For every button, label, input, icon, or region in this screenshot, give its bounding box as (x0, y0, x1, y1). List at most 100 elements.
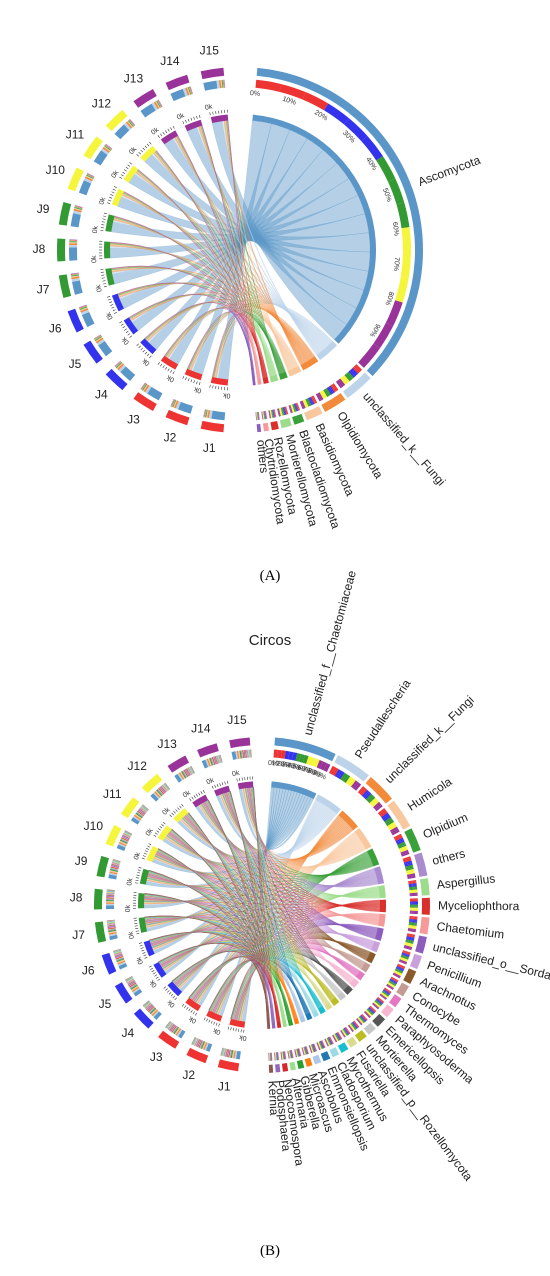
taxon-band-unclassified-k-fungi-j8 (367, 795, 374, 802)
axis-tick-label: 0k (222, 391, 230, 399)
sample-band-j11-podosphaera (142, 804, 149, 810)
taxon-band-myceliophthora-j6 (409, 903, 418, 905)
sample-band-j14-arachnotus (214, 756, 218, 764)
taxon-band-chaetomium-j2 (409, 916, 418, 919)
sample-band-j5-basidiomycota (95, 336, 103, 342)
taxon-band-rozellomycota-j8 (271, 409, 274, 418)
sample-band-j3-emericellopsis (167, 1022, 173, 1030)
sample-tick (109, 196, 113, 199)
sample-band-j7-fusariella (107, 921, 116, 924)
sample-band-j5-others (93, 334, 101, 339)
taxon-band-gibberella-j4 (297, 1048, 301, 1057)
taxon-band-emmonsiellopsis-j11 (317, 1041, 322, 1050)
sample-band-j12-mycothermus (163, 783, 169, 791)
taxon-band-mortierellomycota-j13 (278, 408, 281, 417)
taxon-band-conocybe-j13 (386, 983, 395, 989)
taxon-band-arachnotus-j6 (395, 967, 404, 972)
sample-band-j8-unclassified-k-fungi (69, 244, 78, 248)
sample-band-j12-arachnotus (160, 786, 167, 793)
taxon-band-alternaria-j14 (287, 1050, 290, 1059)
sample-tick (182, 121, 185, 125)
taxon-band-penicillium-j9 (400, 956, 409, 960)
taxon-band-kernia-j10 (269, 1052, 271, 1061)
sample-band-j7-blastocladiomycota (70, 274, 79, 277)
taxon-band-podosphaera-j1 (277, 1052, 280, 1061)
taxon-band-conocybe-j5 (389, 979, 398, 984)
ribbons (143, 787, 381, 1024)
taxon-band-ascomycota-j4 (324, 103, 350, 125)
sample-outer-arc-j14 (165, 74, 190, 91)
sample-band-j2-ascomycota (177, 401, 193, 414)
sample-label-j3: J3 (150, 1050, 163, 1064)
sample-tick (137, 872, 141, 874)
sample-band-j6-unclassified-k-fungi (117, 960, 126, 965)
taxon-band-fusariella-j1 (345, 1026, 351, 1034)
sample-band-j9-fusariella (112, 861, 120, 864)
sample-band-j2-chaetomium (197, 1039, 202, 1048)
sample-band-j4-chytridiomycota (114, 361, 121, 367)
taxon-band-podosphaera-j7 (276, 1052, 278, 1061)
sample-tick (214, 784, 216, 788)
sample-label-j6: J6 (82, 964, 95, 978)
taxon-band-basidiomycota-j13 (301, 400, 306, 409)
sample-tick (136, 933, 140, 935)
taxon-band-chaetomium-j15 (407, 929, 416, 933)
sample-tick (162, 131, 165, 135)
taxon-band-unclassified-p-rozellomycota-j11 (349, 1023, 355, 1031)
sample-band-j1-emmonsiellopsis (221, 1047, 225, 1056)
taxon-band-unclassified-o-sordariales-j7 (405, 939, 414, 942)
taxon-band-microascus-j4 (305, 1046, 308, 1055)
sample-tick (157, 978, 161, 981)
taxon-band-emericellopsis-j5 (368, 1007, 375, 1014)
ribbon-paraphyosoderma-j15 (250, 787, 351, 985)
sample-band-j10-mortierella (123, 832, 131, 837)
sample-band-j14-unclassified-p-rozellomycota (217, 755, 221, 764)
taxon-band-fusariella-j4 (344, 1027, 350, 1035)
taxon-band-thermomyces-j1 (384, 987, 392, 993)
taxon-band-mortierella-j15 (356, 1018, 362, 1026)
sample-band-j12-mortierella (162, 784, 168, 792)
taxon-band-mortierella-j12 (357, 1017, 363, 1025)
sample-band-j4-paraphyosoderma (145, 1003, 152, 1009)
sample-band-j8-alternaria (106, 889, 115, 891)
sample-band-j1-chytridiomycota (203, 409, 206, 418)
taxon-band-ascomycota-j9 (396, 202, 410, 229)
sample-outer-arc-j3 (133, 392, 157, 411)
sample-band-j15-alternaria (250, 749, 252, 758)
taxon-band-paraphyosoderma-j13 (372, 1002, 380, 1009)
sample-band-j2-unclassified-p-rozellomycota (193, 1038, 198, 1046)
sample-band-j8-ascobolus (106, 890, 115, 892)
taxon-band-cladosporium-j10 (326, 1038, 331, 1046)
sample-tick (139, 944, 143, 947)
sample-band-j6-microascus (113, 949, 121, 953)
sample-tick (138, 942, 142, 944)
taxon-band-emmonsiellopsis-j10 (318, 1041, 322, 1050)
sample-band-j15-unclassified-k-fungi (216, 80, 220, 89)
taxon-band-others-j15 (407, 876, 416, 880)
sample-band-j3-kernia (165, 1020, 171, 1028)
sample-band-j4-myceliophthora (148, 1006, 155, 1013)
taxon-band-humicola-j7 (384, 817, 392, 824)
taxon-band-emmonsiellopsis-j4 (320, 1040, 325, 1049)
sample-band-j10-arachnotus (122, 834, 130, 839)
taxon-band-blastocladiomycota-j8 (292, 404, 296, 412)
sample-band-j7-others (70, 272, 79, 275)
sample-band-j4-emericellopsis (144, 1002, 152, 1009)
taxon-band-mycothermus-j6 (335, 1033, 341, 1041)
axis-tick-label: 0k (95, 283, 104, 292)
sample-band-j7-arachnotus (107, 924, 116, 927)
sample-label-j9: J9 (37, 202, 50, 216)
taxon-band-unclassified-o-sordariales-j14 (403, 945, 412, 950)
taxon-band-unclassified-k-fungi-j8 (345, 372, 353, 381)
sample-band-j10-unclassified-p-rozellomycota (123, 832, 131, 837)
sample-band-j14-cladosporium (218, 755, 221, 763)
taxon-band-microascus-j9 (303, 1046, 307, 1055)
sample-band-j7-pseudallescheria (108, 933, 118, 937)
sample-tick (192, 1011, 195, 1015)
sample-band-j5-chytridiomycota (93, 334, 102, 340)
taxon-band-emericellopsis-j4 (368, 1007, 375, 1014)
taxon-band-humicola-j8 (385, 818, 393, 825)
taxon-band-neocosmospora-j5 (283, 1051, 286, 1060)
taxon-band-conocybe-j11 (387, 982, 395, 988)
taxon-band-unclassified-k-fungi-j13 (373, 801, 381, 809)
